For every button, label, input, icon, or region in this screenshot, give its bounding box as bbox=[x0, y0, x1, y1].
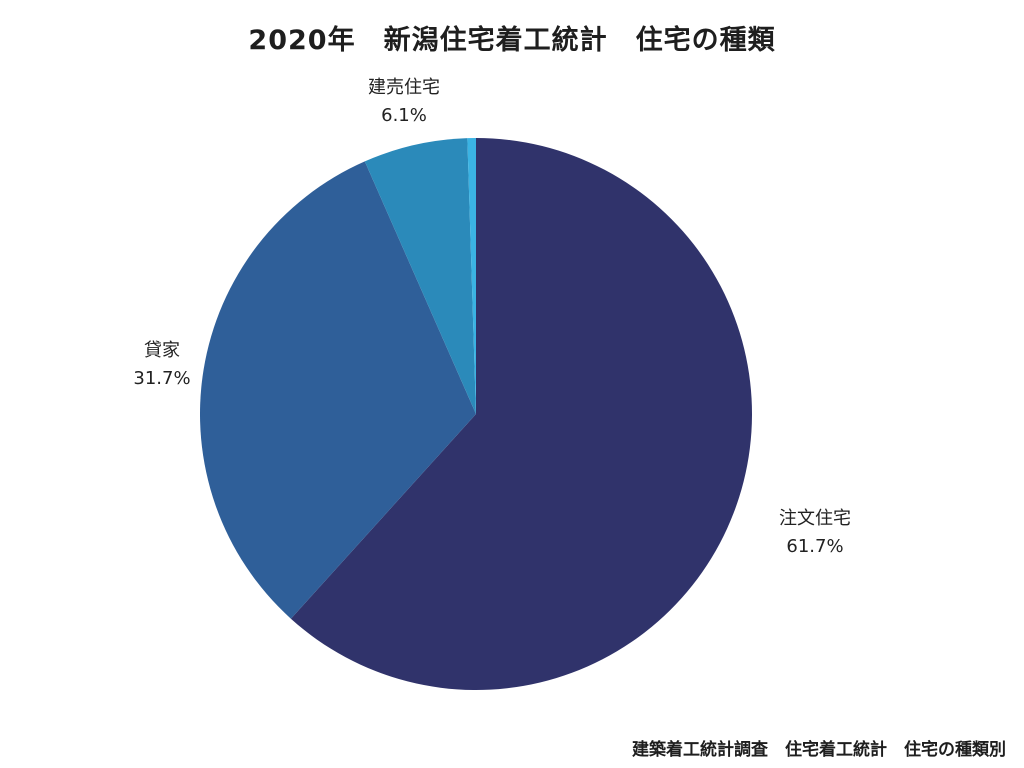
slice-label-custom-home: 注文住宅 61.7% bbox=[760, 505, 870, 561]
pie-slice-other bbox=[467, 138, 476, 414]
slice-label-spec-home: 建売住宅 6.1% bbox=[349, 74, 459, 130]
pie-slice-spec-home bbox=[364, 138, 476, 414]
chart-title: 2020年 新潟住宅着工統計 住宅の種類 bbox=[248, 25, 776, 56]
source-note: 建築着工統計調査 住宅着工統計 住宅の種類別 bbox=[632, 740, 1006, 760]
pie-slice-rental bbox=[199, 161, 476, 619]
pie-slices bbox=[199, 138, 753, 690]
slice-label-name: 建売住宅 bbox=[368, 77, 440, 98]
slice-label-value: 61.7% bbox=[786, 536, 844, 557]
slice-label-value: 31.7% bbox=[133, 368, 191, 389]
slice-label-name: 注文住宅 bbox=[779, 508, 851, 529]
slice-label-rental: 貸家 31.7% bbox=[107, 337, 217, 393]
slice-label-value: 6.1% bbox=[381, 105, 427, 126]
slice-label-name: 貸家 bbox=[144, 340, 180, 361]
pie-slice-custom-home bbox=[290, 138, 753, 690]
